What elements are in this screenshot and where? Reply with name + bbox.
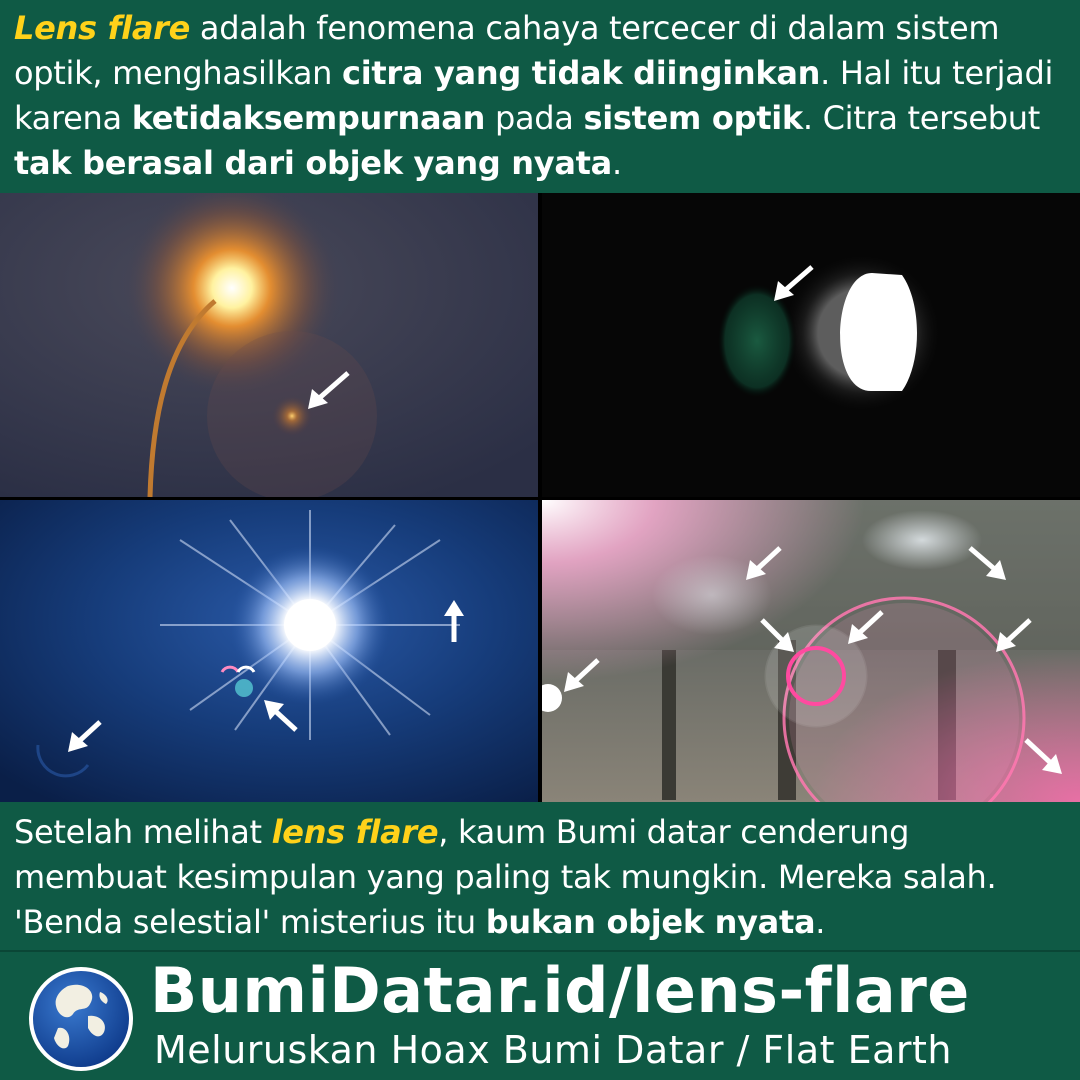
intro-bold-2: ketidaksempurnaan (131, 99, 486, 137)
intro-text-1: adalah fenomena cahaya tercecer di dalam… (14, 9, 1000, 92)
intro-bold-4: tak berasal dari objek yang nyata (14, 144, 612, 182)
arrow-icon (68, 720, 102, 752)
intro-text-3: pada (485, 99, 584, 137)
conclusion-text-3: . (815, 903, 826, 941)
arrow-icon (564, 658, 600, 692)
intro-term: Lens flare (14, 9, 191, 47)
globe-logo-icon (28, 966, 134, 1072)
arrow-icon (968, 546, 1006, 580)
intro-text-4: . Citra tersebut (802, 99, 1041, 137)
arrow-icon (264, 700, 298, 732)
photo-grid (0, 193, 1080, 802)
photo-sun (0, 500, 538, 802)
arrow-icon (746, 546, 782, 580)
conclusion-bold: bukan objek nyata (485, 903, 816, 941)
arrow-icon (774, 265, 814, 301)
conclusion-paragraph: Setelah melihat lens flare, kaum Bumi da… (0, 802, 1080, 950)
arrow-icon (444, 600, 464, 642)
conclusion-text-1: Setelah melihat (14, 813, 272, 851)
intro-text-5: . (611, 144, 622, 182)
intro-bold-3: sistem optik (583, 99, 803, 137)
conclusion-term: lens flare (271, 813, 439, 851)
photo-street-lamp (0, 193, 538, 497)
arrow-icon (760, 618, 794, 652)
footer: BumiDatar.id/lens-flare Meluruskan Hoax … (0, 950, 1080, 1080)
intro-bold-1: citra yang tidak diinginkan (342, 54, 821, 92)
photo-forest (542, 500, 1080, 802)
arrow-icon (1024, 738, 1062, 774)
tagline: Meluruskan Hoax Bumi Datar / Flat Earth (154, 1028, 952, 1072)
conclusion-text-2: , kaum Bumi datar cenderung membuat kesi… (14, 813, 997, 941)
intro-paragraph: Lens flare adalah fenomena cahaya tercec… (0, 0, 1080, 193)
arrow-icon (848, 610, 884, 644)
intro-text-2: . Hal itu terjadi karena (14, 54, 1054, 137)
arrow-icon (996, 618, 1032, 652)
site-url: BumiDatar.id/lens-flare (150, 954, 970, 1027)
photo-moon (542, 193, 1080, 497)
arrow-icon (308, 371, 350, 409)
